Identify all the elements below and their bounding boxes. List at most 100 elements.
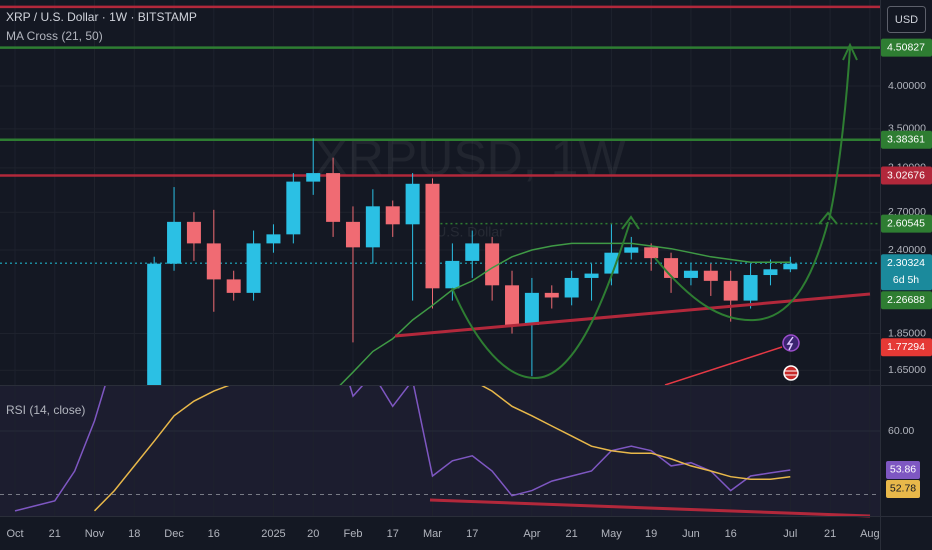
event-icon-glyph [786,336,794,351]
trend-line [664,346,783,385]
arrow-head [818,211,838,225]
x-tick-label: Nov [85,528,105,540]
candle-body [505,285,520,325]
arrow-head [621,215,640,230]
price-tag-label: 1.77294 [887,341,925,353]
candle-body [584,273,599,278]
x-tick-label: Jun [682,528,700,540]
currency-label: USD [895,14,918,26]
x-tick-label: Apr [523,528,540,540]
candle-body [405,183,420,225]
candle-body [167,221,182,264]
price-tag [881,130,932,149]
x-tick-label: 21 [49,528,61,540]
symbol-title: XRP / U.S. Dollar · 1W · BITSTAMP [6,10,197,24]
x-tick-label: 20 [307,528,319,540]
y-tick-label: 60.00 [888,425,914,437]
y-tick-label: 4.00000 [888,80,926,92]
price-tag-label: 2.60545 [887,217,925,229]
price-tag [881,214,932,233]
x-tick-label: 16 [208,528,220,540]
price-tag [881,166,932,185]
candle-body [306,173,321,182]
arrow-head [842,42,858,61]
price-tag-label: 4.50827 [887,41,925,53]
price-pane [147,138,798,385]
x-tick-label: 21 [824,528,836,540]
y-tick-label: 2.40000 [888,244,926,256]
series-line [339,242,791,385]
x-tick-label: May [601,528,622,540]
candle-body [345,221,360,248]
rsi-pane [14,386,791,512]
series-line [14,386,791,512]
x-tick-label: Mar [423,528,442,540]
flag-stripes [785,370,797,376]
currency-button[interactable] [887,6,926,33]
candle-body [266,234,281,244]
x-tick-label: 16 [725,528,737,540]
projection-curve [654,221,829,322]
rsi-band-fill [0,386,880,516]
candle-body [326,173,341,222]
x-tick-label: Dec [164,528,184,540]
axes: Oct 21 Nov 18 Dec 16 2025 20 Feb 17 Mar 17 Apr 21 May 1… [6,38,932,540]
candle-body [385,206,400,225]
candle-body [644,247,659,259]
y-tick-label: 1.85000 [888,327,926,339]
price-grid [0,0,880,385]
projection-curve [451,221,631,380]
drawings [394,42,871,385]
x-tick-label: 19 [645,528,657,540]
candle-body [365,206,380,248]
rsi-legend: RSI (14, close) [6,403,85,417]
x-tick-label: Feb [343,528,362,540]
candle-body [425,183,440,289]
economic-event-icon[interactable] [783,365,799,381]
candle-body [703,270,718,281]
x-tick-label: 2025 [261,528,285,540]
rsi-tag-label: 53.86 [890,464,916,476]
countdown-label: 6d 5h [893,274,919,286]
candle-body [186,221,201,244]
projection-line [828,47,851,221]
price-tag [881,38,932,57]
candle-body [624,247,639,253]
rsi-tag-label: 52.78 [890,483,916,495]
watermark-subtitle: U.S. Dollar [436,224,504,240]
series-line [93,386,791,512]
x-tick-label: Jul [783,528,797,540]
price-tag [881,254,932,291]
levels [0,5,880,264]
x-tick-label: 21 [566,528,578,540]
candle-body [226,279,241,293]
candle-body [524,292,539,325]
candle-body [564,277,579,298]
candle-body [485,243,500,286]
candle-body [783,263,798,270]
x-tick-label: 17 [387,528,399,540]
price-tag-label: 3.38361 [887,134,925,146]
indicator-legend: MA Cross (21, 50) [6,29,103,43]
rsi-trend-line [429,498,871,518]
price-tag [881,338,932,357]
rsi-tag [886,479,920,498]
x-tick-label: 17 [466,528,478,540]
candle-body [723,280,738,301]
candle-body [445,260,460,289]
candle-body [683,270,698,278]
candle-body [147,263,162,385]
candle-body [743,275,758,301]
x-tick-label: Oct [6,528,23,540]
rsi-grid [0,386,880,516]
y-tick-label: 1.65000 [888,364,926,376]
event-icon[interactable] [782,334,800,352]
price-tag [881,291,932,310]
candle-body [206,243,221,280]
price-tag-label: 2.30324 [887,257,925,269]
candle-body [246,243,261,293]
candle-body [763,269,778,276]
candle-body [286,181,301,235]
